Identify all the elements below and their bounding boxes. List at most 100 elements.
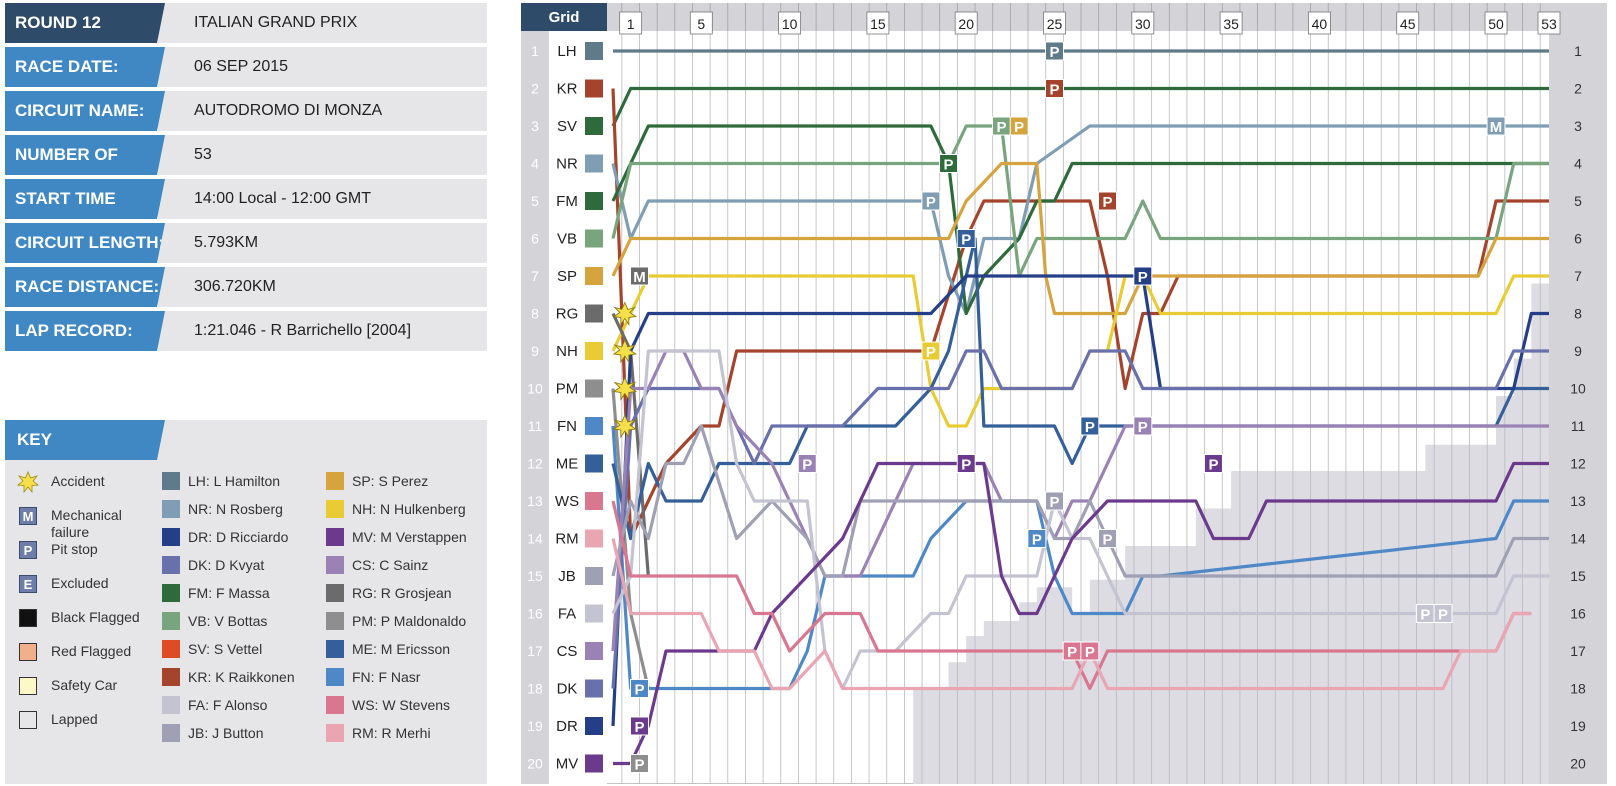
grid-driver-swatch	[585, 79, 603, 98]
pit-stop-marker	[629, 754, 649, 773]
grid-driver-swatch	[585, 717, 603, 735]
grid-driver-swatch	[585, 529, 603, 548]
pit-stop-marker	[797, 454, 817, 473]
pit-stop-marker	[629, 679, 649, 698]
driver-swatch	[326, 556, 344, 574]
lap-tick-label: 15	[870, 16, 886, 32]
event-marker-label: P	[961, 232, 971, 249]
event-marker-label: P	[961, 457, 971, 474]
lap-tick-box	[619, 11, 643, 35]
grid-position-label: 7	[531, 268, 539, 284]
driver-key-label: MV: M Verstappen	[352, 529, 467, 545]
grid-driver-swatch	[585, 604, 603, 623]
lap-tick-label: 35	[1223, 16, 1239, 32]
grid-driver-code: FM	[556, 193, 578, 210]
key-label-pit: Pit stop	[51, 541, 98, 557]
final-position-label: 5	[1574, 193, 1582, 209]
grid-driver-swatch	[585, 117, 603, 135]
grid-position-label: 19	[527, 718, 543, 734]
grid-driver-swatch	[585, 492, 603, 510]
driver-swatch	[162, 500, 180, 518]
final-position-label: 17	[1570, 643, 1586, 659]
safety-car-icon	[19, 677, 37, 695]
driver-line	[611, 538, 1532, 691]
grid-driver-swatch	[585, 417, 603, 435]
grid-position-label: 9	[531, 343, 539, 359]
key-label-red-flag: Red Flagged	[51, 643, 132, 659]
info-label: RACE DISTANCE:	[5, 267, 165, 307]
driver-key-label: WS: W Stevens	[352, 697, 451, 713]
final-position-label: 20	[1570, 756, 1586, 772]
final-position-label: 14	[1570, 531, 1586, 547]
lap-tick-box	[1308, 11, 1331, 35]
info-row: 306.720KM RACE DISTANCE:	[5, 267, 487, 307]
driver-swatch	[326, 528, 344, 546]
event-marker-label: P	[926, 344, 936, 361]
pit-stop-marker	[1045, 79, 1065, 98]
grid-position-label: 6	[531, 231, 539, 247]
driver-key-label: FA: F Alonso	[188, 697, 268, 713]
lap-tick-box	[1396, 11, 1420, 35]
grid-position-label: 12	[527, 456, 543, 472]
driver-swatch	[162, 640, 180, 658]
lap-tick-label: 50	[1488, 16, 1504, 32]
info-row: 1:21.046 - R Barrichello [2004] LAP RECOR…	[5, 311, 487, 351]
grid-position-label: 4	[531, 156, 539, 172]
event-marker-label: P	[1438, 607, 1448, 624]
driver-line	[611, 124, 1549, 316]
driver-line	[611, 500, 1532, 691]
black-flag-icon	[19, 609, 37, 627]
lap-tick-label: 40	[1312, 16, 1328, 32]
grid-position-label: 18	[527, 681, 543, 697]
driver-line	[611, 86, 1549, 127]
info-row: AUTODROMO DI MONZA CIRCUIT NAME:	[5, 91, 487, 131]
driver-swatch	[162, 584, 180, 602]
grid-driver-code: CS	[557, 643, 578, 660]
lap-tick-box	[689, 11, 713, 35]
grid-position-column	[521, 31, 549, 784]
info-value: 5.793KM	[158, 223, 487, 263]
pit-stop-marker	[629, 716, 649, 736]
grid-driver-swatch	[585, 229, 603, 248]
driver-swatch	[326, 500, 344, 518]
grid-driver-swatch	[585, 267, 603, 285]
grid-driver-code: RM	[555, 531, 578, 548]
final-position-label: 1	[1574, 43, 1582, 59]
event-marker-label: P	[1208, 457, 1218, 474]
pit-stop-marker	[1433, 604, 1453, 623]
event-marker-label: P	[926, 194, 936, 211]
info-label: ROUND 12	[5, 3, 165, 43]
event-marker-label: P	[1138, 269, 1148, 286]
pit-stop-marker	[1080, 416, 1100, 436]
final-position-label: 11	[1571, 418, 1586, 434]
event-marker-label: P	[1050, 82, 1060, 99]
pit-stop-marker	[1097, 529, 1117, 548]
event-marker-label: P	[1102, 194, 1112, 211]
event-marker-label: P	[1050, 44, 1060, 61]
grid-driver-code: KR	[557, 81, 578, 98]
info-label: START TIME	[5, 179, 165, 219]
grid-driver-swatch	[585, 754, 603, 773]
grid-driver-code: WS	[555, 493, 579, 510]
lap-tick-label: 20	[958, 16, 974, 32]
info-row: 5.793KM CIRCUIT LENGTH:	[5, 223, 487, 263]
accident-marker	[612, 338, 638, 364]
driver-swatch	[162, 528, 180, 546]
grid-driver-code: DK	[557, 681, 578, 698]
event-marker-label: P	[802, 457, 812, 474]
event-marker-label: P	[1032, 532, 1042, 549]
lap-tick-box	[778, 11, 802, 35]
right-position-column	[1549, 31, 1607, 784]
driver-key-label: SV: S Vettel	[188, 641, 263, 657]
pit-icon: P	[19, 541, 37, 559]
final-position-label: 8	[1574, 306, 1582, 322]
info-value: 1:21.046 - R Barrichello [2004]	[158, 311, 487, 351]
pit-stop-marker	[1045, 41, 1065, 61]
key-label-safety-car: Safety Car	[51, 677, 118, 693]
lap-tick-box	[866, 11, 890, 35]
driver-swatch	[162, 696, 180, 714]
driver-key-label: DR: D Ricciardo	[188, 529, 289, 545]
final-position-label: 7	[1574, 268, 1582, 284]
driver-key-label: RG: R Grosjean	[352, 585, 452, 601]
grid-driver-code: RG	[556, 306, 579, 323]
